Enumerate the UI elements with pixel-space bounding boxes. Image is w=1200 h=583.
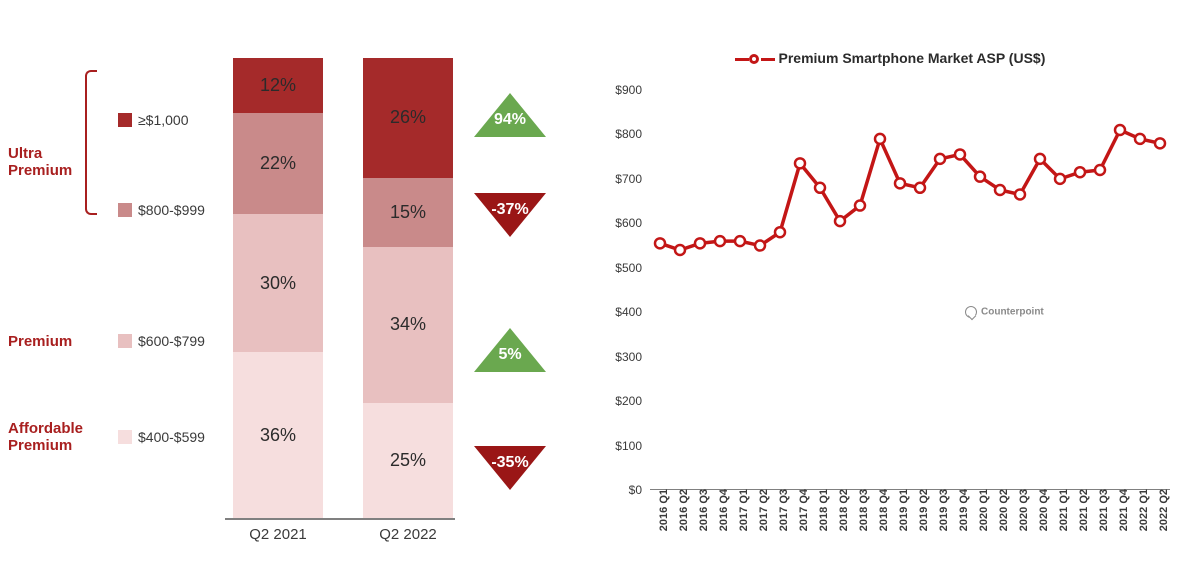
- x-tick-label: 2020 Q2: [998, 489, 1010, 531]
- x-tick-label: 2017 Q3: [778, 489, 790, 531]
- line-marker: [975, 172, 985, 182]
- legend-item: $400-$599: [118, 429, 205, 445]
- line-svg: [650, 90, 1170, 490]
- y-tick-label: $100: [615, 439, 650, 453]
- tier-label: AffordablePremium: [8, 420, 83, 455]
- tier-labels: [0, 0, 100, 560]
- legend-item: $800-$999: [118, 202, 205, 218]
- yoy-indicator: -37%: [465, 193, 555, 237]
- bar-column: 12%22%30%36%Q2 2021: [233, 58, 323, 518]
- yoy-indicator: 5%: [465, 328, 555, 372]
- x-tick-label: 2016 Q1: [658, 489, 670, 531]
- yoy-indicator: 94%: [465, 93, 555, 137]
- x-tick-label: 2021 Q4: [1118, 489, 1130, 531]
- line-marker: [735, 236, 745, 246]
- line-marker: [895, 178, 905, 188]
- line-marker: [995, 185, 1005, 195]
- line-marker: [935, 154, 945, 164]
- line-marker: [1115, 125, 1125, 135]
- line-marker: [855, 201, 865, 211]
- bar-segment: 26%: [363, 58, 453, 178]
- bar-x-label: Q2 2022: [363, 518, 453, 543]
- line-marker: [875, 134, 885, 144]
- x-tick-label: 2018 Q3: [858, 489, 870, 531]
- line-marker: [755, 241, 765, 251]
- x-tick-label: 2018 Q1: [818, 489, 830, 531]
- bar-segment: 22%: [233, 113, 323, 214]
- line-marker: [1015, 189, 1025, 199]
- tier-label: UltraPremium: [8, 145, 72, 180]
- y-tick-label: $300: [615, 350, 650, 364]
- x-tick-label: 2018 Q2: [838, 489, 850, 531]
- y-tick-label: $0: [629, 483, 650, 497]
- line-marker: [1135, 134, 1145, 144]
- line-plot: $0$100$200$300$400$500$600$700$800$90020…: [650, 90, 1170, 490]
- x-tick-label: 2019 Q4: [958, 489, 970, 531]
- yoy-indicator: -35%: [465, 446, 555, 490]
- x-tick-label: 2019 Q3: [938, 489, 950, 531]
- line-marker: [1155, 138, 1165, 148]
- ultra-premium-brace: [85, 70, 97, 215]
- line-marker: [675, 245, 685, 255]
- y-tick-label: $800: [615, 127, 650, 141]
- x-tick-label: 2017 Q1: [738, 489, 750, 531]
- x-tick-label: 2019 Q1: [898, 489, 910, 531]
- watermark-text: Counterpoint: [981, 307, 1044, 318]
- line-marker: [715, 236, 725, 246]
- line-legend: Premium Smartphone Market ASP (US$): [580, 50, 1200, 66]
- bar-segment: 30%: [233, 214, 323, 352]
- line-marker: [655, 238, 665, 248]
- legend-item: $600-$799: [118, 333, 205, 349]
- x-tick-label: 2017 Q2: [758, 489, 770, 531]
- legend-item: ≥$1,000: [118, 112, 189, 128]
- x-tick-label: 2019 Q2: [918, 489, 930, 531]
- bar-x-label: Q2 2021: [233, 518, 323, 543]
- x-tick-label: 2022 Q2: [1158, 489, 1170, 531]
- asp-line-chart: Premium Smartphone Market ASP (US$) $0$1…: [580, 0, 1200, 583]
- line-marker: [1095, 165, 1105, 175]
- line-marker: [915, 183, 925, 193]
- x-tick-label: 2020 Q4: [1038, 489, 1050, 531]
- line-marker: [1075, 167, 1085, 177]
- yoy-indicators: 94% -37% 5% -35%: [465, 60, 575, 520]
- x-tick-label: 2021 Q3: [1098, 489, 1110, 531]
- line-marker: [955, 149, 965, 159]
- y-tick-label: $900: [615, 83, 650, 97]
- y-tick-label: $600: [615, 216, 650, 230]
- line-marker: [1055, 174, 1065, 184]
- line-legend-label: Premium Smartphone Market ASP (US$): [779, 50, 1046, 66]
- line-plot-area: $0$100$200$300$400$500$600$700$800$90020…: [650, 90, 1170, 490]
- y-tick-label: $700: [615, 172, 650, 186]
- line-marker: [775, 227, 785, 237]
- bar-segment: 34%: [363, 247, 453, 403]
- x-tick-label: 2016 Q4: [718, 489, 730, 531]
- watermark: Counterpoint: [965, 306, 1044, 318]
- bar-column: 26%15%34%25%Q2 2022: [363, 58, 453, 518]
- line-marker: [695, 238, 705, 248]
- line-marker: [835, 216, 845, 226]
- x-tick-label: 2017 Q4: [798, 489, 810, 531]
- x-tick-label: 2016 Q2: [678, 489, 690, 531]
- line-marker: [1035, 154, 1045, 164]
- stacked-bar-chart: 12%22%30%36%Q2 2021 26%15%34%25%Q2 2022 9…: [0, 0, 580, 583]
- bar-segment: 36%: [233, 352, 323, 518]
- x-tick-label: 2018 Q4: [878, 489, 890, 531]
- bars-area: 12%22%30%36%Q2 2021 26%15%34%25%Q2 2022: [225, 60, 455, 520]
- x-tick-label: 2016 Q3: [698, 489, 710, 531]
- bar-segment: 25%: [363, 403, 453, 518]
- line-marker: [815, 183, 825, 193]
- y-tick-label: $200: [615, 394, 650, 408]
- x-tick-label: 2022 Q1: [1138, 489, 1150, 531]
- tier-label: Premium: [8, 333, 72, 350]
- bar-segment: 15%: [363, 178, 453, 247]
- line-marker: [795, 158, 805, 168]
- y-tick-label: $500: [615, 261, 650, 275]
- x-tick-label: 2021 Q1: [1058, 489, 1070, 531]
- x-tick-label: 2021 Q2: [1078, 489, 1090, 531]
- bar-segment: 12%: [233, 58, 323, 113]
- y-tick-label: $400: [615, 305, 650, 319]
- x-tick-label: 2020 Q3: [1018, 489, 1030, 531]
- x-tick-label: 2020 Q1: [978, 489, 990, 531]
